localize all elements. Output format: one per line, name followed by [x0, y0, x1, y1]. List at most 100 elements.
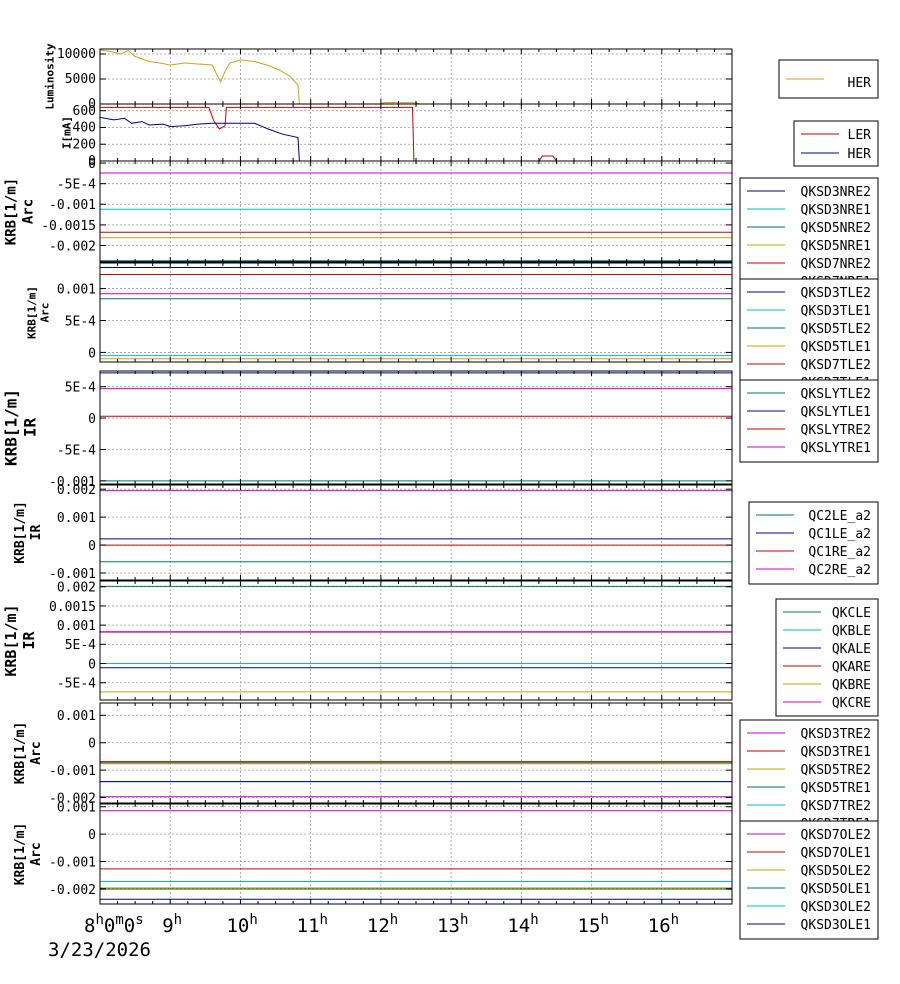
y-tick-label: 0.001 — [57, 511, 96, 526]
legend-label: QKSD3OLE2 — [801, 900, 871, 915]
legend-arc_tl: QKSD3TLE2 QKSD3TLE1 QKSD5TLE2 QKSD5TLE1 QKSD… — [739, 278, 879, 398]
y-tick-label: -0.002 — [49, 791, 96, 806]
y-tick-label: -0.002 — [49, 883, 96, 898]
y-tick-label: 0 — [88, 97, 96, 112]
y-axis-title: KRB[1/m] — [25, 286, 38, 339]
legend-label: HER — [848, 147, 872, 162]
legend-ir_qk: QKCLE QKBLE QKALE QKARE QKBRE QKCRE — [775, 598, 879, 717]
legend-label: QKSLYTRE1 — [801, 441, 871, 456]
y-tick-label: -0.001 — [49, 855, 96, 870]
y-tick-label: 5E-4 — [65, 638, 96, 653]
y-tick-label: 0.002 — [57, 483, 96, 498]
y-axis-title: Arc — [29, 842, 44, 865]
legend-label: QKSD7TRE2 — [801, 799, 871, 814]
x-tick-label: 9h — [162, 912, 182, 937]
y-axis-title: I[mA] — [60, 116, 73, 149]
legend-label: QKSD5TRE2 — [801, 763, 871, 778]
legend-label: QKSLYTLE1 — [801, 405, 871, 420]
y-tick-label: 400 — [73, 121, 96, 136]
y-tick-label: -5E-4 — [57, 443, 96, 458]
legend-label: QC2LE_a2 — [808, 509, 871, 524]
panel-arc_tl: 0 5E-4 0.001 KRB[1/m] Arc — [25, 262, 733, 363]
y-tick-label: -0.001 — [49, 567, 96, 582]
legend-label: QKSD5NRE2 — [801, 221, 871, 236]
y-tick-label: 0 — [88, 157, 96, 172]
panel-arc_nr: 0 -5E-4 -0.001 -0.0015 -0.002 KRB[1/m] Arc — [4, 157, 733, 263]
y-axis-title: KRB[1/m] — [2, 604, 20, 676]
legend-label: QC1RE_a2 — [808, 545, 871, 560]
legend-label: QKARE — [832, 660, 871, 675]
y-tick-label: 0 — [88, 346, 96, 361]
legend-label: QKSD3OLE1 — [801, 918, 871, 933]
y-axis-title: IR — [20, 631, 38, 650]
x-tick-label: 11h — [297, 912, 328, 937]
legend-label: QKSD3TLE2 — [801, 286, 871, 301]
legend-label: QKBRE — [832, 678, 871, 693]
y-tick-label: -0.002 — [49, 239, 96, 254]
y-tick-label: 5E-4 — [65, 381, 96, 396]
legend-label: QKSLYTLE2 — [801, 387, 871, 402]
y-tick-label: 5E-4 — [65, 314, 96, 329]
y-tick-label: 0 — [88, 412, 96, 427]
legend-box — [739, 820, 879, 940]
y-axis-title: Arc — [21, 199, 37, 224]
y-tick-label: -5E-4 — [57, 677, 96, 692]
y-tick-label: 0.001 — [57, 709, 96, 724]
plot-frame — [99, 484, 733, 581]
y-axis-title: KRB[1/m] — [13, 501, 28, 564]
plot-frame — [99, 702, 733, 804]
plot-frame — [99, 103, 733, 162]
y-tick-label: 0.001 — [57, 619, 96, 634]
legend-label: QKSD7NRE2 — [801, 257, 871, 272]
y-tick-label: 10000 — [57, 47, 96, 62]
y-tick-label: 0.0015 — [49, 600, 96, 615]
legend-label: QC1LE_a2 — [808, 527, 871, 542]
legend-label: QKSD7TLE2 — [801, 358, 871, 373]
legend-arc_ol: QKSD7OLE2 QKSD7OLE1 QKSD5OLE2 QKSD5OLE1 QKSD… — [739, 820, 879, 940]
panel-ir_sly: 5E-4 0 -5E-4 -0.001 KRB[1/m] IR — [1, 370, 733, 490]
legend-label: QKSLYTRE2 — [801, 423, 871, 438]
legend-label: LER — [848, 128, 872, 143]
legend-label: QKSD3TRE2 — [801, 727, 871, 742]
legend-arc_tr: QKSD3TRE2 QKSD3TRE1 QKSD5TRE2 QKSD5TRE1 QKSD… — [739, 719, 879, 839]
x-tick-label: 10h — [226, 912, 257, 937]
legend-label: QKSD5OLE2 — [801, 864, 871, 879]
legend-label: QKSD3TLE1 — [801, 304, 871, 319]
plot-frame — [99, 580, 733, 701]
y-axis-title: Arc — [29, 741, 44, 764]
x-tick-label: 14h — [507, 912, 538, 937]
plot-frame — [99, 48, 733, 105]
y-tick-label: 0 — [88, 657, 96, 672]
legend-label: QKSD3NRE1 — [801, 203, 871, 218]
plot-frame — [99, 262, 733, 363]
y-tick-label: 600 — [73, 104, 96, 119]
legend-label: QKALE — [832, 642, 871, 657]
y-tick-label: 0.001 — [57, 282, 96, 297]
y-tick-label: 0 — [88, 737, 96, 752]
series-ler — [100, 106, 732, 162]
legend-arc_nr: QKSD3NRE2 QKSD3NRE1 QKSD5NRE2 QKSD5NRE1 QKSD… — [739, 177, 879, 297]
y-tick-label: 0 — [88, 539, 96, 554]
legend-luminosity: HER — [778, 59, 879, 99]
legend-label: QKSD3NRE2 — [801, 185, 871, 200]
series-her — [99, 116, 732, 162]
series-her — [99, 49, 732, 105]
panel-ir_qk: 0.002 0.0015 0.001 5E-4 0 -5E-4 KRB[1/m] IR — [2, 580, 733, 701]
y-tick-label: 5000 — [65, 72, 96, 87]
legend-label: QC2RE_a2 — [808, 563, 871, 578]
y-axis-title: IR — [29, 525, 44, 541]
legend-box — [739, 177, 879, 297]
legend-label: QKSD5OLE1 — [801, 882, 871, 897]
legend-box — [739, 719, 879, 839]
legend-ir_sly: QKSLYTLE2 QKSLYTLE1 QKSLYTRE2 QKSLYTRE1 — [739, 379, 879, 463]
legend-box — [739, 379, 879, 463]
y-axis-title: KRB[1/m] — [1, 389, 20, 466]
y-tick-label: -0.001 — [49, 475, 96, 490]
y-tick-label: -0.001 — [49, 764, 96, 779]
y-axis-title: Luminosity — [43, 43, 56, 110]
y-tick-label: -0.0015 — [41, 219, 96, 234]
y-tick-label: 0 — [88, 828, 96, 843]
y-axis-title: KRB[1/m] — [13, 722, 28, 785]
y-tick-label: 0.001 — [57, 801, 96, 816]
